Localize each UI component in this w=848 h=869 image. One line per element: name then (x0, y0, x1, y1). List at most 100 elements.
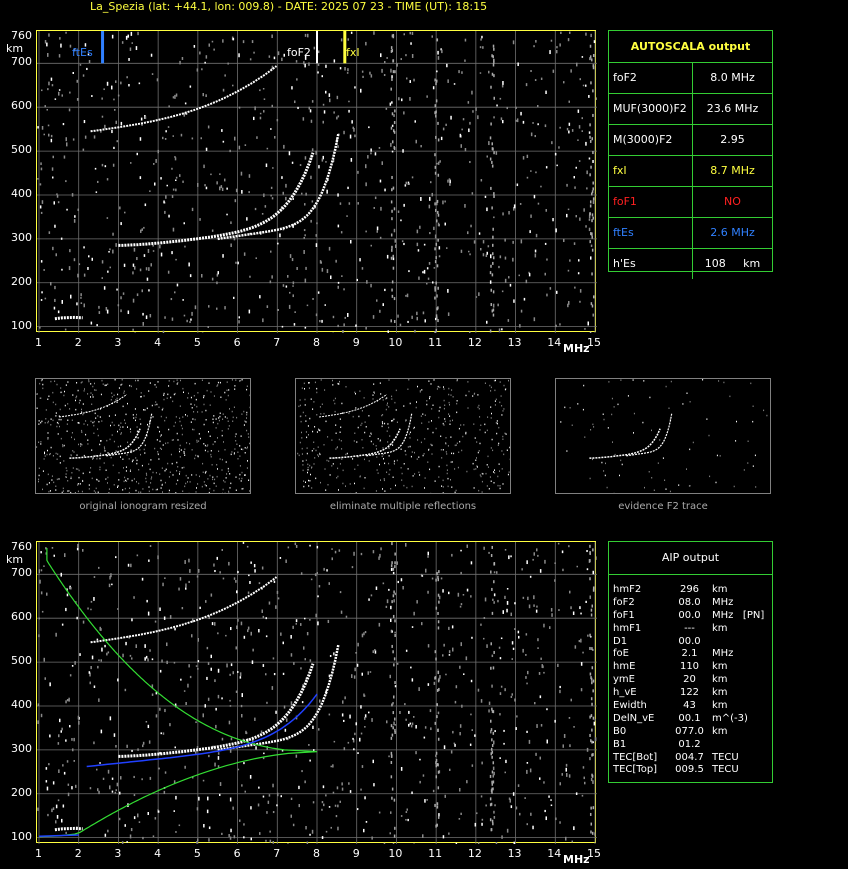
noise-dot (311, 450, 313, 452)
noise-dot (204, 449, 206, 452)
noise-dot (266, 305, 269, 309)
noise-dot (134, 332, 136, 333)
y-tick-label: 700 (11, 55, 32, 69)
noise-dot (357, 752, 359, 754)
noise-dot (515, 119, 517, 122)
noise-dot (372, 650, 374, 654)
noise-dot (209, 435, 211, 437)
noise-dot (401, 479, 403, 481)
noise-dot (508, 555, 510, 560)
noise-dot (442, 492, 444, 494)
noise-dot (590, 806, 592, 810)
noise-dot (361, 410, 363, 412)
noise-dot (491, 782, 494, 786)
noise-dot (352, 737, 354, 740)
noise-dot (120, 384, 122, 386)
noise-dot (313, 401, 315, 403)
noise-dot (323, 444, 325, 446)
noise-dot (143, 395, 145, 397)
noise-dot (340, 426, 342, 428)
noise-dot (536, 605, 538, 608)
noise-dot (633, 412, 635, 415)
noise-dot (46, 483, 48, 486)
noise-dot (51, 475, 53, 477)
noise-dot (448, 393, 450, 396)
noise-dot (359, 390, 361, 392)
noise-dot (311, 487, 313, 489)
noise-dot (148, 267, 150, 271)
noise-dot (218, 450, 220, 452)
noise-dot (387, 402, 388, 404)
x-tick-label: 14 (547, 847, 562, 860)
noise-dot (500, 117, 503, 121)
noise-dot (151, 476, 153, 478)
noise-dot (259, 89, 261, 92)
noise-dot (342, 482, 344, 485)
noise-dot (216, 464, 218, 466)
noise-dot (196, 575, 199, 578)
noise-dot (83, 390, 85, 392)
noise-dot (481, 818, 484, 821)
noise-dot (530, 170, 532, 172)
noise-dot (64, 328, 67, 331)
model-es-trace (38, 834, 79, 838)
noise-dot (454, 444, 456, 447)
noise-dot (115, 120, 117, 124)
noise-dot (314, 381, 316, 384)
noise-dot (539, 777, 541, 780)
noise-dot (224, 391, 226, 394)
noise-dot (316, 222, 318, 225)
noise-dot (54, 380, 56, 382)
noise-dot (248, 174, 251, 178)
noise-dot (308, 382, 310, 384)
noise-dot (558, 146, 560, 149)
noise-dot (236, 416, 238, 419)
noise-dot (172, 135, 174, 137)
noise-dot (460, 144, 462, 148)
noise-dot (166, 397, 168, 399)
noise-dot (291, 258, 294, 262)
noise-dot (338, 438, 340, 441)
noise-dot (391, 209, 393, 213)
noise-dot (230, 482, 232, 485)
noise-dot (40, 397, 42, 399)
noise-dot (496, 422, 498, 425)
noise-dot (182, 387, 184, 390)
noise-dot (120, 445, 122, 447)
noise-dot (235, 440, 237, 442)
noise-dot (386, 430, 388, 432)
noise-dot (160, 177, 162, 180)
noise-dot (101, 163, 104, 167)
noise-dot (214, 622, 216, 626)
noise-dot (90, 666, 92, 670)
noise-dot (478, 450, 480, 452)
noise-dot (70, 587, 72, 590)
noise-dot (344, 316, 346, 319)
noise-dot (80, 293, 82, 297)
noise-dot (206, 676, 208, 680)
noise-dot (204, 184, 206, 187)
noise-dot (348, 100, 350, 103)
noise-dot (133, 794, 136, 797)
noise-dot (450, 479, 451, 481)
noise-dot (172, 474, 174, 476)
noise-dot (241, 488, 243, 490)
noise-dot (566, 450, 568, 452)
noise-dot (334, 550, 337, 554)
noise-dot (67, 783, 70, 786)
noise-dot (124, 476, 126, 479)
noise-dot (222, 39, 224, 43)
noise-dot (60, 387, 62, 389)
noise-dot (501, 468, 503, 470)
noise-dot (241, 471, 243, 474)
noise-dot (167, 126, 170, 128)
noise-dot (164, 316, 166, 319)
noise-dot (313, 463, 315, 465)
noise-dot (189, 443, 191, 445)
noise-dot (439, 160, 441, 163)
noise-dot (217, 271, 219, 275)
noise-dot (105, 478, 106, 480)
noise-dot (255, 746, 257, 750)
noise-dot (421, 389, 423, 391)
noise-dot (270, 128, 272, 130)
